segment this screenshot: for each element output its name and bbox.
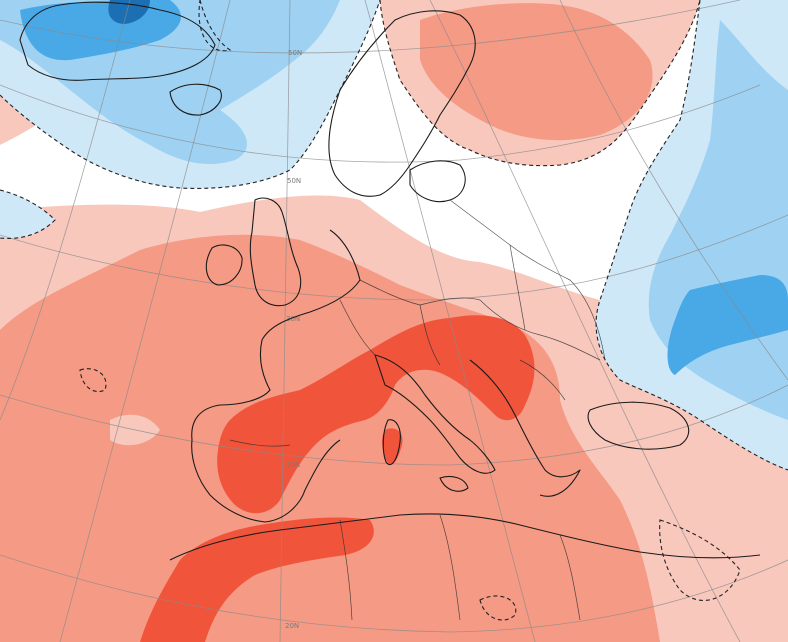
lat-label: 20N [285, 622, 299, 630]
lat-label: 50N [288, 49, 302, 57]
lat-label: 50N [287, 177, 301, 185]
country-borders [229, 199, 606, 621]
latitude-labels: 50N 30N 40N 50N 20N [285, 49, 302, 630]
lat-label: 30N [286, 315, 300, 323]
zero-anomaly-contour [0, 0, 788, 621]
coastline [19, 1, 761, 561]
lat-label: 40N [286, 461, 300, 469]
